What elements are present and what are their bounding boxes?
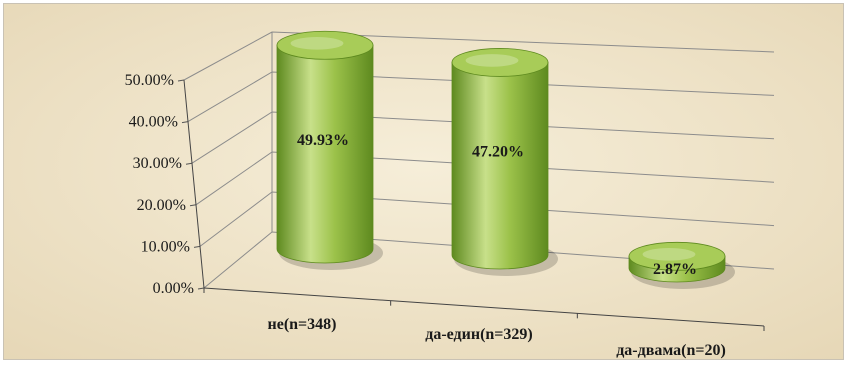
chart-background [4,4,843,359]
y-tick-mark [197,287,205,290]
bar-top-highlight [465,54,519,67]
bars-layer [276,30,735,289]
y-tick-label: 20.00% [137,197,186,214]
y-axis-line [183,79,205,289]
bar-3 [628,241,735,289]
y-tick-mark [177,79,185,82]
bar-body [276,44,374,264]
bar-1 [276,30,383,270]
y-tick-mark [181,121,189,124]
data-label-3: 2.87% [653,261,697,278]
y-tick-mark [185,162,193,165]
category-label-2: да-един(n=329) [425,326,533,343]
data-label-1: 49.93% [297,132,349,149]
bar-top [628,241,726,271]
bar-2 [451,48,558,276]
bar-top [276,30,374,60]
y-tick-mark [193,245,201,248]
y-tick-label: 30.00% [133,155,182,172]
labels-layer: 49.93% 47.20% 2.87% не(n=348) да-един(n=329)… [268,132,726,359]
x-axis-line [203,287,765,327]
data-label-2: 47.20% [472,144,524,161]
category-label-3: да-двама(n=20) [616,342,726,359]
bar-top [451,48,549,77]
category-label-1: не(n=348) [268,316,337,333]
y-tick-label: 40.00% [129,114,178,131]
y-tick-mark [189,204,197,207]
bar-top-highlight [290,36,344,50]
y-tick-label: 10.00% [141,238,190,255]
bar-body [451,62,549,270]
bar-top-highlight [642,247,696,261]
chart-svg: 0.00% 10.00% 20.00% 30.00% 40.00% 50.00% 49.9… [4,4,843,359]
axis-layer: 0.00% 10.00% 20.00% 30.00% 40.00% 50.00% [125,31,775,331]
y-tick-label: 50.00% [125,72,174,89]
chart-frame: 0.00% 10.00% 20.00% 30.00% 40.00% 50.00% 49.9… [3,3,844,360]
y-tick-label: 0.00% [153,280,194,297]
